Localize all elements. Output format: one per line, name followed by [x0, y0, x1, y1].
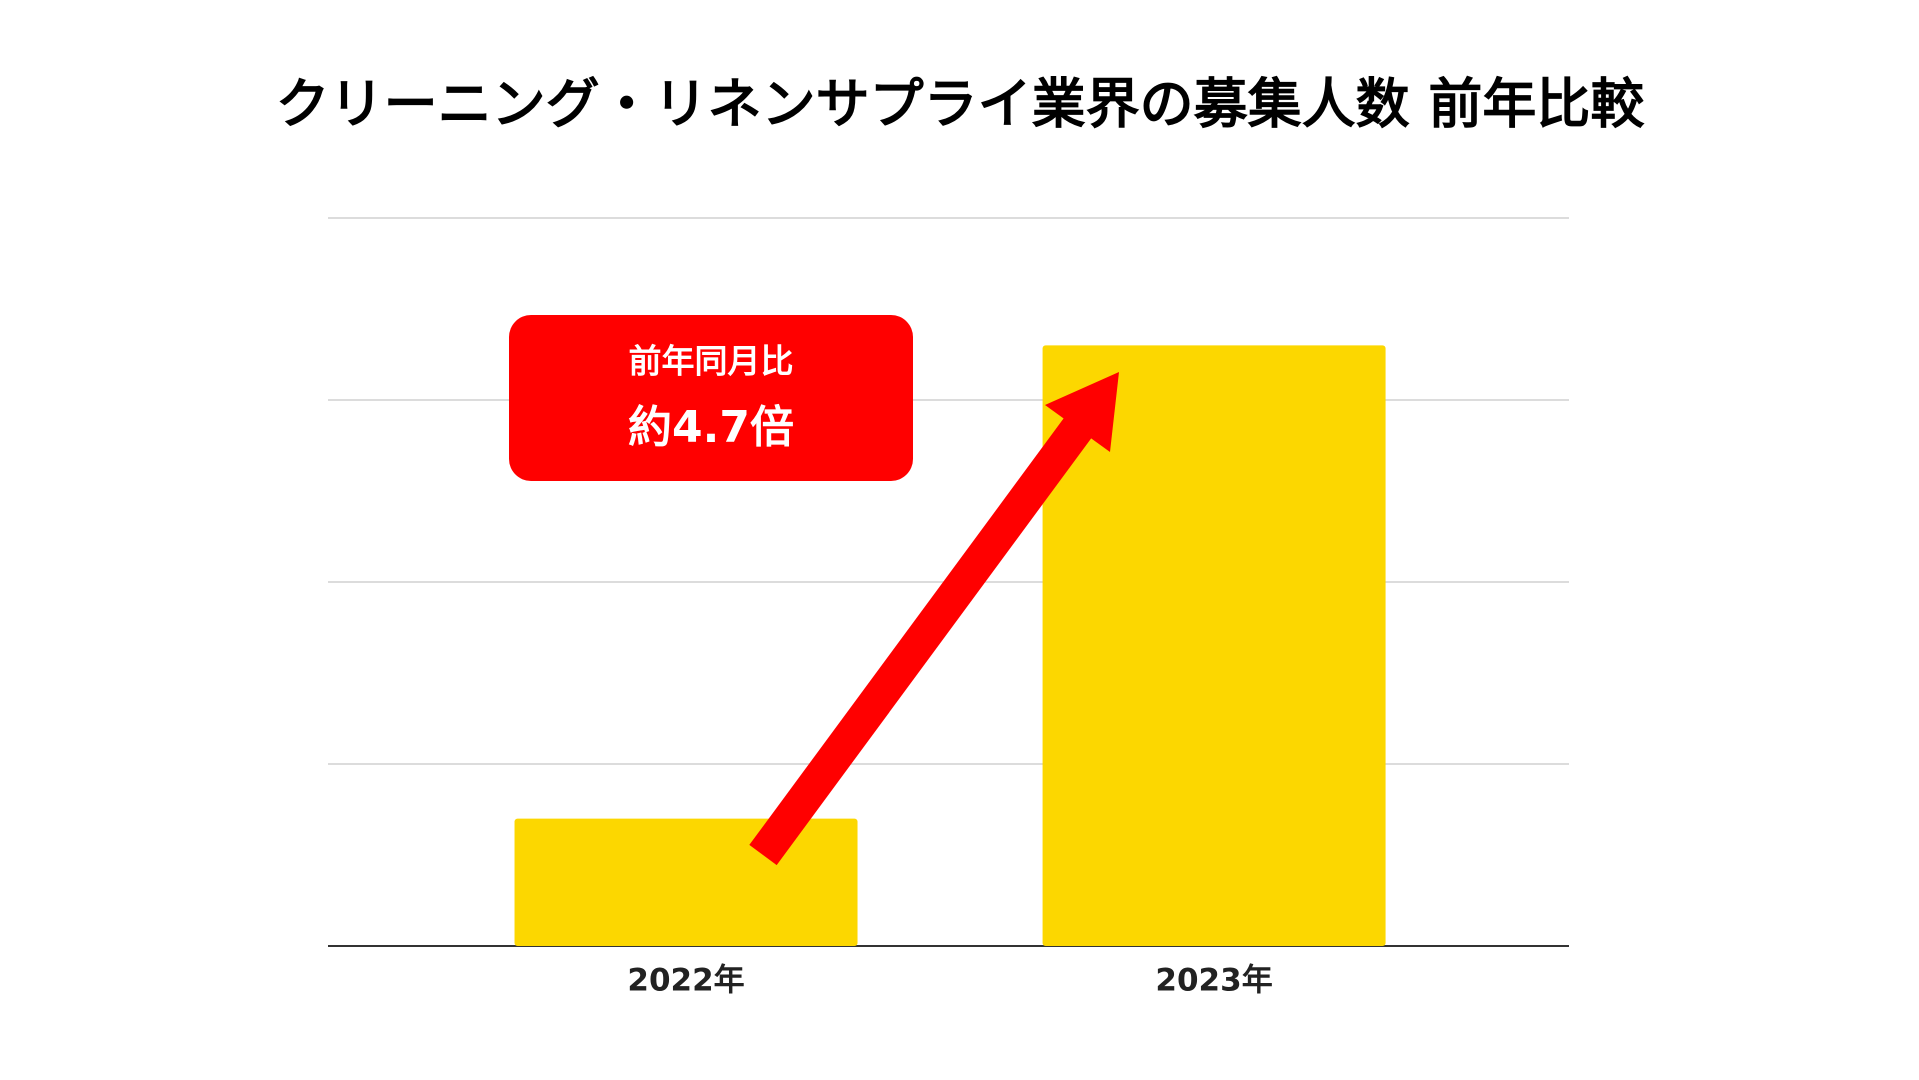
- callout: 前年同月比 約4.7倍: [509, 315, 913, 481]
- bars: [514, 345, 1386, 946]
- arrow-shaft: [749, 403, 1102, 866]
- arrow-head: [1045, 372, 1119, 452]
- x-tick-label: 2022年: [627, 963, 744, 999]
- x-tick-label: 2023年: [1155, 963, 1272, 999]
- callout-value: 約4.7倍: [628, 402, 794, 453]
- callout-box: [509, 315, 913, 481]
- callout-label: 前年同月比: [629, 342, 794, 381]
- bar: [1042, 345, 1386, 946]
- bar: [514, 818, 858, 946]
- chart-title: クリーニング・リネンサプライ業界の募集人数 前年比較: [276, 73, 1646, 136]
- arrow: [749, 372, 1119, 866]
